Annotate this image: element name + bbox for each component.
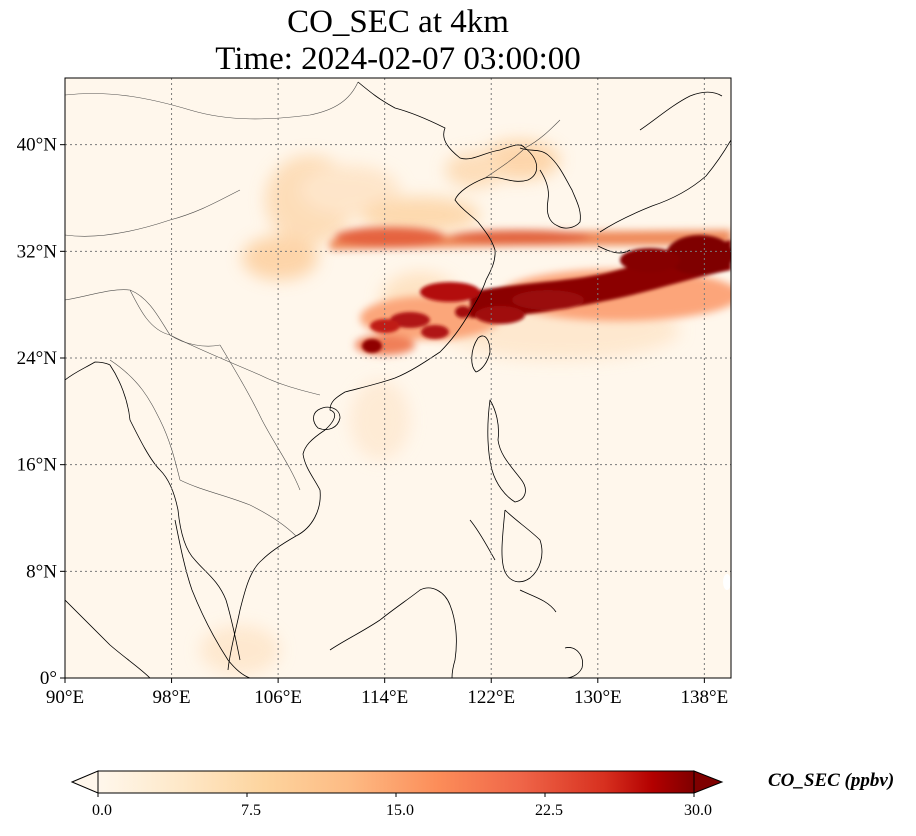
border-myanmar-thailand bbox=[109, 359, 181, 481]
lat-tick-label: 32°N bbox=[17, 241, 58, 262]
colorbar-tick-label: 22.5 bbox=[535, 802, 563, 819]
coastline-china-vietnam bbox=[227, 81, 538, 671]
lon-tick-label: 98°E bbox=[152, 687, 190, 708]
coastline-indochina bbox=[109, 364, 241, 661]
colorbar-tick-label: 15.0 bbox=[386, 802, 414, 819]
colorbar-extend-low bbox=[70, 770, 99, 794]
coastline-taiwan bbox=[471, 335, 491, 373]
coastline-sumatra bbox=[65, 599, 151, 678]
lon-tick-label: 114°E bbox=[361, 687, 408, 708]
coastline-new-guinea bbox=[564, 647, 583, 678]
longitude-axis: 90°E 98°E 106°E 114°E 122°E 130°E 138°E bbox=[46, 678, 728, 708]
coastline-korea bbox=[519, 147, 581, 229]
map-panel bbox=[65, 78, 731, 678]
lat-tick-label: 40°N bbox=[17, 135, 58, 156]
lon-tick-label: 138°E bbox=[681, 687, 729, 708]
colorbar-gradient bbox=[98, 771, 694, 793]
colorbar-ticks: 0.0 7.5 15.0 22.5 30.0 bbox=[92, 793, 712, 819]
plot-title: CO_SEC at 4km bbox=[287, 4, 509, 40]
border-layer bbox=[65, 81, 561, 537]
coastline-borneo bbox=[329, 587, 457, 678]
colorbar-tick-label: 7.5 bbox=[241, 802, 261, 819]
lat-tick-label: 8°N bbox=[26, 561, 57, 582]
colorbar: 0.0 7.5 15.0 22.5 30.0 bbox=[70, 770, 724, 819]
lat-tick-label: 24°N bbox=[17, 348, 58, 369]
coastline-philippines-south bbox=[469, 509, 557, 613]
colorbar-extend-high bbox=[693, 770, 724, 794]
border-mongolia bbox=[65, 189, 241, 237]
coastline-bay-of-bengal bbox=[65, 361, 111, 381]
border-china-north bbox=[65, 81, 359, 120]
lat-tick-label: 0° bbox=[40, 668, 57, 689]
map-frame bbox=[64, 77, 732, 679]
gridlines bbox=[65, 78, 731, 678]
colorbar-tick-label: 0.0 bbox=[92, 802, 112, 819]
border-laos-vietnam bbox=[219, 344, 301, 491]
coastline-japan bbox=[597, 91, 731, 254]
lon-tick-label: 106°E bbox=[254, 687, 302, 708]
border-china-south bbox=[129, 289, 321, 396]
border-cambodia bbox=[179, 479, 297, 537]
coastline-luzon bbox=[487, 399, 526, 503]
lon-tick-label: 122°E bbox=[467, 687, 515, 708]
colorbar-label: CO_SEC (ppbv) bbox=[768, 770, 895, 791]
coastline-malaysia bbox=[174, 519, 251, 678]
border-china-west bbox=[65, 289, 221, 347]
border-korea-china bbox=[484, 119, 561, 179]
map-background bbox=[65, 78, 731, 678]
latitude-axis: 0° 8°N 16°N 24°N 32°N 40°N bbox=[17, 135, 65, 689]
coastline-layer bbox=[65, 81, 731, 678]
coastline-hainan bbox=[313, 406, 341, 430]
lon-tick-label: 130°E bbox=[574, 687, 622, 708]
lat-tick-label: 16°N bbox=[17, 455, 58, 476]
colorbar-tick-label: 30.0 bbox=[684, 802, 712, 819]
plot-timestamp: Time: 2024-02-07 03:00:00 bbox=[215, 41, 581, 77]
lon-tick-label: 90°E bbox=[46, 687, 84, 708]
